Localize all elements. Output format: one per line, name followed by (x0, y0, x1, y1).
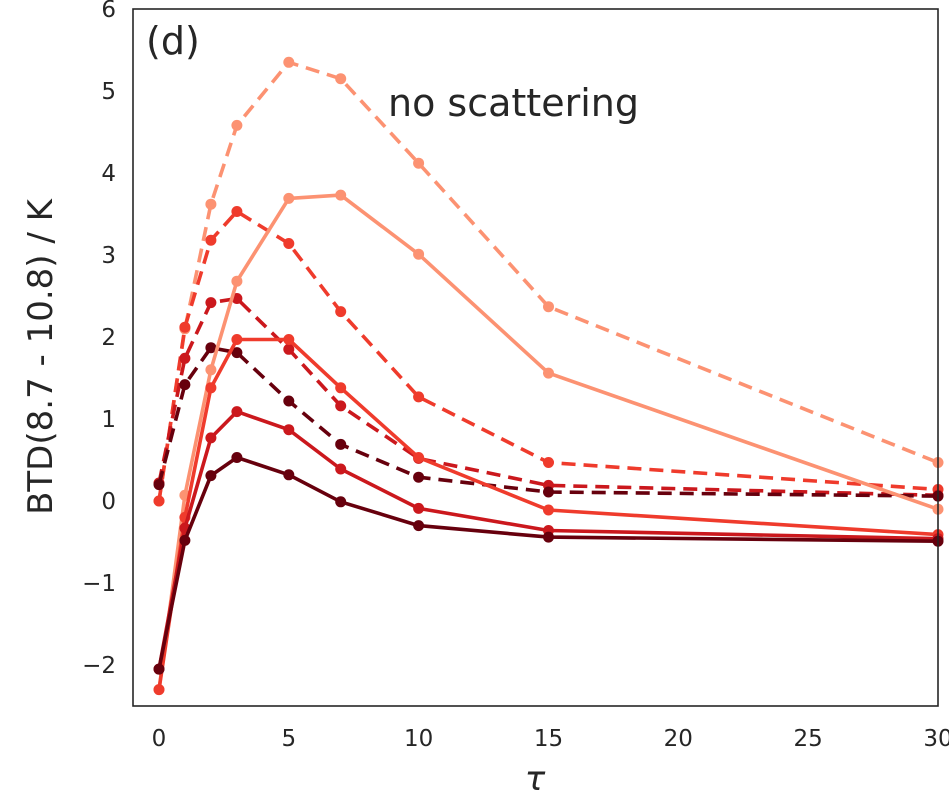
data-point (179, 352, 191, 364)
data-point (231, 334, 243, 345)
data-point (283, 469, 295, 481)
data-point (413, 391, 425, 403)
y-tick-label: −1 (82, 571, 116, 597)
data-point (283, 395, 295, 407)
data-point (153, 684, 165, 696)
x-tick-label: 15 (534, 726, 563, 752)
data-point (205, 382, 217, 394)
data-point (283, 192, 295, 204)
data-point (205, 470, 217, 482)
data-point (413, 471, 425, 483)
y-tick-label: 2 (101, 325, 116, 351)
data-point (179, 534, 191, 546)
series-7 (153, 452, 944, 675)
y-tick-label: 4 (101, 161, 116, 187)
y-tick-label: 3 (101, 243, 116, 269)
y-axis-label: BTD(8.7 - 10.8) / K (21, 197, 61, 515)
y-tick-label: 6 (101, 0, 116, 23)
data-point (179, 379, 191, 391)
y-tick-label: −2 (82, 653, 116, 679)
plot-frame (132, 8, 939, 707)
data-point (335, 189, 347, 201)
series-1 (153, 206, 944, 507)
data-point (231, 119, 243, 131)
data-point (543, 457, 554, 468)
data-point (335, 382, 347, 394)
x-tick-label: 0 (152, 726, 167, 752)
data-point (283, 56, 295, 68)
series-4 (153, 189, 944, 696)
y-tick-label: 1 (101, 407, 116, 433)
data-point (335, 306, 347, 318)
data-point (335, 73, 347, 85)
series-5 (153, 334, 944, 696)
tick-layer: 0 5 10 15 20 25 30 −2 −1 0 1 2 3 4 5 6 (82, 0, 949, 752)
data-point (179, 321, 191, 333)
data-point (283, 424, 295, 436)
data-point (335, 438, 347, 450)
data-point (543, 531, 554, 543)
x-axis-label: τ (525, 759, 546, 799)
data-point (413, 520, 425, 532)
x-tick-label: 5 (281, 726, 296, 752)
data-point (543, 504, 554, 516)
data-point (335, 496, 347, 508)
x-tick-label: 10 (404, 726, 433, 752)
data-point (543, 486, 554, 498)
data-point (205, 432, 217, 444)
data-point (283, 334, 295, 345)
data-point (413, 452, 425, 463)
data-point (543, 367, 554, 379)
data-point (231, 206, 243, 217)
data-point (153, 495, 165, 507)
series-line-1 (157, 209, 939, 502)
data-point (153, 479, 165, 491)
y-tick-label: 0 (101, 489, 116, 515)
data-point (205, 234, 217, 246)
data-point (205, 297, 217, 309)
data-point (335, 463, 347, 475)
data-point (205, 364, 217, 376)
series-3 (153, 342, 944, 502)
plot-background (133, 9, 938, 706)
data-point (283, 238, 295, 249)
data-point (283, 343, 295, 355)
data-point (205, 198, 217, 210)
data-point (413, 248, 425, 260)
data-point (231, 452, 243, 463)
data-point (205, 342, 217, 354)
data-point (335, 400, 347, 412)
x-tick-label: 20 (664, 726, 693, 752)
y-tick-label: 5 (101, 79, 116, 105)
data-point (153, 663, 165, 675)
data-point (231, 347, 243, 359)
data-point (231, 275, 243, 287)
data-point (231, 406, 243, 418)
data-point (543, 301, 554, 313)
data-point (413, 502, 425, 514)
annotation-text: no scattering (388, 81, 639, 125)
panel-label: (d) (146, 19, 200, 63)
data-point (413, 157, 425, 169)
x-tick-label: 30 (923, 726, 949, 752)
x-tick-label: 25 (794, 726, 823, 752)
series-layer (153, 56, 944, 696)
